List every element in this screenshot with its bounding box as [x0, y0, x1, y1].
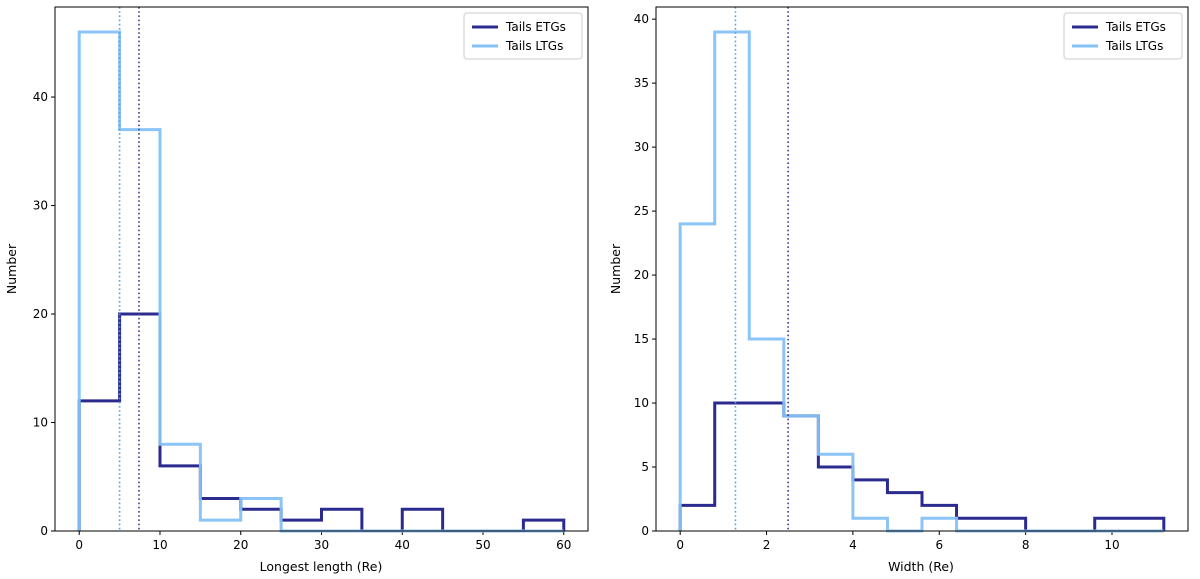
right-y-tick-label: 5 [641, 460, 649, 474]
left-y-tick-label: 30 [33, 199, 48, 213]
left-y-tick-label: 40 [33, 90, 48, 104]
right-y-tick-label: 20 [634, 268, 649, 282]
left-histogram-panel: Longest length (Re) Number 0 10 20 30 40 50 60… [4, 6, 589, 574]
left-legend-label-ltgs: Tails LTGs [505, 39, 563, 53]
left-x-tick-label: 0 [75, 538, 83, 552]
right-x-tick-label: 4 [849, 538, 857, 552]
right-legend-label-etgs: Tails ETGs [1105, 20, 1166, 34]
right-y-tick-label: 0 [641, 524, 649, 538]
right-y-tick-label: 40 [634, 12, 649, 26]
left-x-tick-label: 40 [395, 538, 410, 552]
left-series-ltgs-steps [77, 30, 564, 533]
right-legend: Tails ETGs Tails LTGs [1063, 12, 1183, 60]
left-x-tick-label: 60 [556, 538, 571, 552]
right-y-axis-label: Number [608, 243, 623, 294]
right-legend-label-ltgs: Tails LTGs [1105, 39, 1163, 53]
right-x-tick-label: 0 [676, 538, 684, 552]
left-axes-frame [54, 6, 589, 532]
right-histogram-panel: Width (Re) Number 0 2 4 6 8 10 0 5 10 15 20 25 30 35 4… [608, 6, 1189, 574]
right-y-tick-label: 35 [634, 76, 649, 90]
left-x-tick-label: 50 [475, 538, 490, 552]
left-x-axis-label: Longest length (Re) [260, 559, 383, 574]
right-series-etgs-steps [678, 401, 1166, 533]
right-y-tick-label: 15 [634, 332, 649, 346]
left-legend: Tails ETGs Tails LTGs [463, 12, 583, 60]
right-x-tick-label: 10 [1104, 538, 1119, 552]
left-x-tick-label: 20 [233, 538, 248, 552]
right-axes-frame [655, 6, 1189, 532]
right-series-ltgs-steps [678, 30, 1164, 533]
right-x-tick-label: 6 [935, 538, 943, 552]
right-y-tick-label: 10 [634, 396, 649, 410]
left-x-tick-label: 10 [152, 538, 167, 552]
left-series-etgs-steps [77, 312, 566, 533]
left-y-axis-label: Number [4, 243, 19, 294]
left-legend-label-etgs: Tails ETGs [505, 20, 566, 34]
right-x-tick-label: 8 [1022, 538, 1030, 552]
left-y-tick-label: 0 [40, 524, 48, 538]
right-x-tick-label: 2 [763, 538, 771, 552]
right-y-tick-label: 30 [634, 140, 649, 154]
left-y-tick-label: 10 [33, 416, 48, 430]
right-y-tick-label: 25 [634, 204, 649, 218]
left-x-tick-label: 30 [314, 538, 329, 552]
right-x-axis-label: Width (Re) [888, 559, 954, 574]
left-y-tick-label: 20 [33, 307, 48, 321]
